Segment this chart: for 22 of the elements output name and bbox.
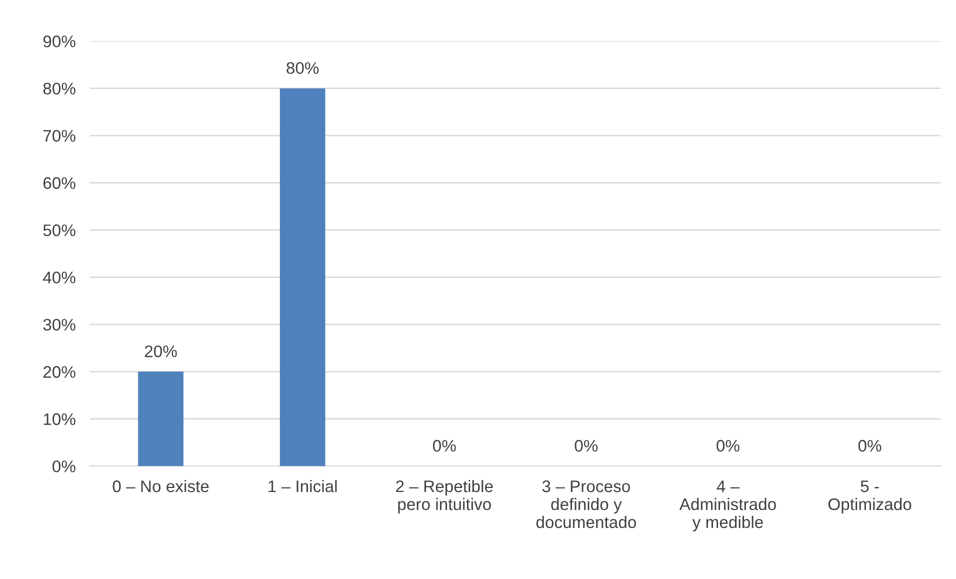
x-tick-label: 2 – Repetible pero intuitivo bbox=[396, 480, 493, 514]
data-label: 0% bbox=[432, 440, 456, 452]
data-label: 80% bbox=[286, 62, 319, 74]
y-tick-label: 60% bbox=[43, 177, 76, 189]
data-label: 0% bbox=[574, 440, 598, 452]
data-label: 0% bbox=[858, 440, 882, 452]
y-tick-label: 70% bbox=[43, 130, 76, 142]
y-tick-label: 20% bbox=[43, 366, 76, 378]
x-tick-label: 0 – No existe bbox=[112, 480, 209, 492]
x-tick-label: 5 - Optimizado bbox=[828, 480, 912, 514]
y-tick-label: 30% bbox=[43, 318, 76, 331]
y-tick-label: 90% bbox=[43, 36, 76, 48]
y-tick-label: 80% bbox=[43, 82, 76, 95]
data-label: 20% bbox=[144, 345, 177, 358]
x-tick-label: 3 – Proceso definido y documentado bbox=[536, 480, 636, 528]
data-label: 0% bbox=[716, 440, 740, 452]
x-tick-label: 1 – Inicial bbox=[268, 480, 337, 492]
y-tick-label: 10% bbox=[44, 413, 76, 426]
y-tick-label: 0% bbox=[52, 460, 76, 472]
x-tick-label: 4 – Administrado y medible bbox=[679, 480, 776, 532]
y-tick-label: 40% bbox=[43, 272, 76, 284]
y-tick-label: 50% bbox=[43, 224, 76, 236]
